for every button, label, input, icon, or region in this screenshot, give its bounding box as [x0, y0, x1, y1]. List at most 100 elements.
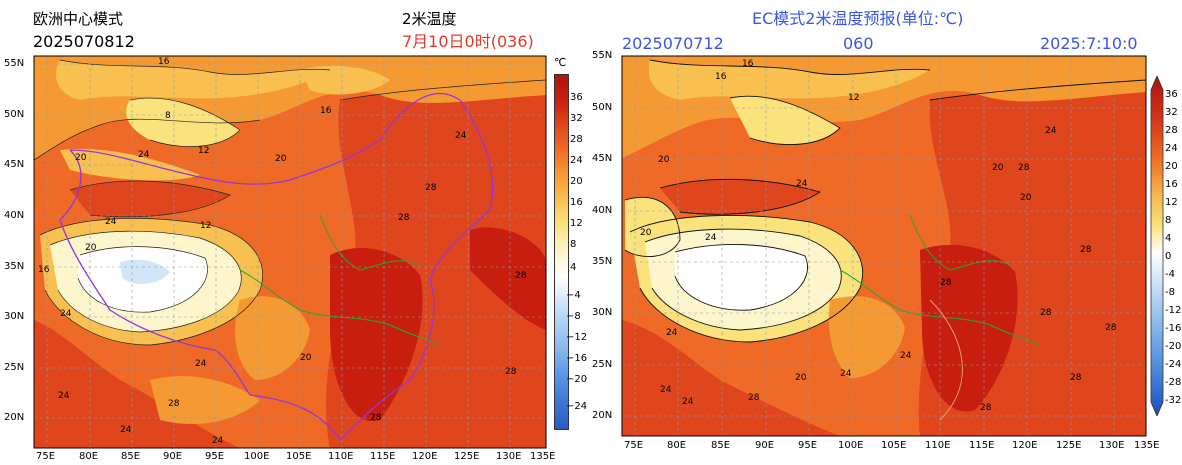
- contour-label: 20: [795, 373, 807, 383]
- left-title: 欧洲中心模式: [33, 10, 124, 28]
- right-cb-label: -24: [1165, 359, 1182, 370]
- contour-label: 24: [105, 217, 117, 227]
- right-cb-label: -32: [1165, 395, 1182, 406]
- contour-label: 24: [138, 150, 150, 160]
- contour-label: 8: [165, 111, 171, 121]
- contour-label: 20: [300, 353, 312, 363]
- left-lon-label: 95E: [205, 451, 225, 462]
- left-cb-label: 20: [570, 176, 583, 187]
- left-lat-label: 30N: [4, 311, 25, 322]
- right-lat-label: 50N: [592, 102, 613, 113]
- left-lon-label: 130E: [496, 451, 522, 462]
- contour-label: 20: [640, 228, 652, 238]
- right-cb-label: 36: [1165, 89, 1178, 100]
- contour-label: 24: [455, 131, 467, 141]
- right-title: EC模式2米温度预报(单位:℃): [752, 9, 964, 28]
- right-lon-label: 110E: [925, 440, 951, 451]
- contour-label: 28: [398, 213, 410, 223]
- contour-label: 24: [195, 359, 207, 369]
- left-lon-label: 80E: [79, 451, 99, 462]
- contour-label: 24: [660, 385, 672, 395]
- contour-label: 20: [992, 163, 1004, 173]
- left-lon-label: 120E: [412, 451, 438, 462]
- right-valid-date: 2025:7:10:0: [1040, 34, 1138, 53]
- contour-label: 20: [1020, 193, 1032, 203]
- contour-label: 24: [840, 369, 852, 379]
- left-lat-label: 20N: [4, 412, 25, 423]
- left-lat-label: 25N: [4, 362, 25, 373]
- right-lat-label: 55N: [592, 50, 613, 61]
- left-cb-label: 36: [570, 92, 583, 103]
- contour-label: 28: [1070, 373, 1082, 383]
- contour-label: 16: [158, 57, 170, 67]
- left-lat-label: 45N: [4, 159, 25, 170]
- contour-label: 24: [1045, 126, 1057, 136]
- right-cb-label: 24: [1165, 143, 1178, 154]
- contour-label: 24: [900, 351, 912, 361]
- contour-label: 28: [1105, 323, 1117, 333]
- right-lon-label: 85E: [711, 440, 731, 451]
- right-cb-label: 16: [1165, 179, 1178, 190]
- left-cb-label: 8: [570, 239, 577, 250]
- contour-label: 20: [275, 154, 287, 164]
- contour-label: 28: [980, 403, 992, 413]
- right-contour-labels: 16 12 20 24 28 20 24 28 24 20 16 24 28 2…: [640, 59, 1117, 413]
- left-grid: [34, 56, 546, 448]
- right-lon-label: 105E: [881, 440, 907, 451]
- left-cb-label: 12: [570, 218, 583, 229]
- contour-label: 16: [38, 265, 50, 275]
- left-cb-label: −4: [566, 290, 581, 301]
- contour-label: 24: [212, 436, 224, 446]
- left-contour-labels: 16 20 24 12 8 16 20 24 28 28 24 20 16 12…: [38, 57, 527, 446]
- right-cb-label: -20: [1165, 341, 1182, 352]
- right-cb-label: 32: [1165, 107, 1178, 118]
- left-lon-label: 75E: [36, 451, 56, 462]
- right-colorbar: [1150, 76, 1164, 416]
- right-lat-label: 40N: [592, 205, 613, 216]
- left-lon-label: 90E: [163, 451, 183, 462]
- right-lon-label: 100E: [838, 440, 864, 451]
- left-colorbar: [554, 74, 569, 430]
- contour-label: 24: [666, 328, 678, 338]
- contour-label: 28: [940, 278, 952, 288]
- right-lat-label: 35N: [592, 256, 613, 267]
- right-lon-label: 135E: [1134, 440, 1160, 451]
- left-cb-label: −16: [566, 353, 588, 364]
- left-map: 16 20 24 12 8 16 20 24 28 28 24 20 16 12…: [33, 55, 547, 449]
- right-borders: [839, 214, 1041, 421]
- right-lon-label: 115E: [969, 440, 995, 451]
- contour-label: 28: [425, 183, 437, 193]
- right-contours: [624, 59, 1146, 343]
- left-init-time: 2025070812: [33, 32, 135, 51]
- contour-label: 24: [58, 391, 70, 401]
- left-lat-label: 40N: [4, 210, 25, 221]
- left-contours: [34, 59, 546, 346]
- right-lat-label: 30N: [592, 307, 613, 318]
- right-lon-label: 95E: [798, 440, 818, 451]
- right-cb-label: 12: [1165, 197, 1178, 208]
- right-cb-label: 0: [1165, 251, 1172, 262]
- left-cb-label: 16: [570, 197, 583, 208]
- contour-label: 28: [505, 367, 517, 377]
- left-lon-label: 85E: [121, 451, 141, 462]
- left-lat-label: 50N: [4, 109, 25, 120]
- left-cb-label: −8: [566, 311, 581, 322]
- contour-label: 20: [85, 243, 97, 253]
- contour-label: 24: [120, 425, 132, 435]
- left-cb-label: 24: [570, 155, 583, 166]
- left-lat-label: 35N: [4, 261, 25, 272]
- contour-label: 12: [848, 93, 859, 103]
- contour-label: 24: [705, 233, 717, 243]
- left-cb-label: −24: [566, 401, 588, 412]
- right-cb-label: 8: [1165, 215, 1172, 226]
- left-lon-label: 125E: [454, 451, 480, 462]
- right-cb-label: 28: [1165, 125, 1178, 136]
- contour-label: 12: [198, 146, 209, 156]
- right-lead: 060: [843, 34, 874, 53]
- left-lon-label: 110E: [328, 451, 354, 462]
- contour-label: 28: [515, 271, 527, 281]
- left-variable: 2米温度: [402, 10, 457, 28]
- contour-label: 28: [1018, 163, 1030, 173]
- right-cb-label: 20: [1165, 161, 1178, 172]
- left-lon-label: 105E: [286, 451, 312, 462]
